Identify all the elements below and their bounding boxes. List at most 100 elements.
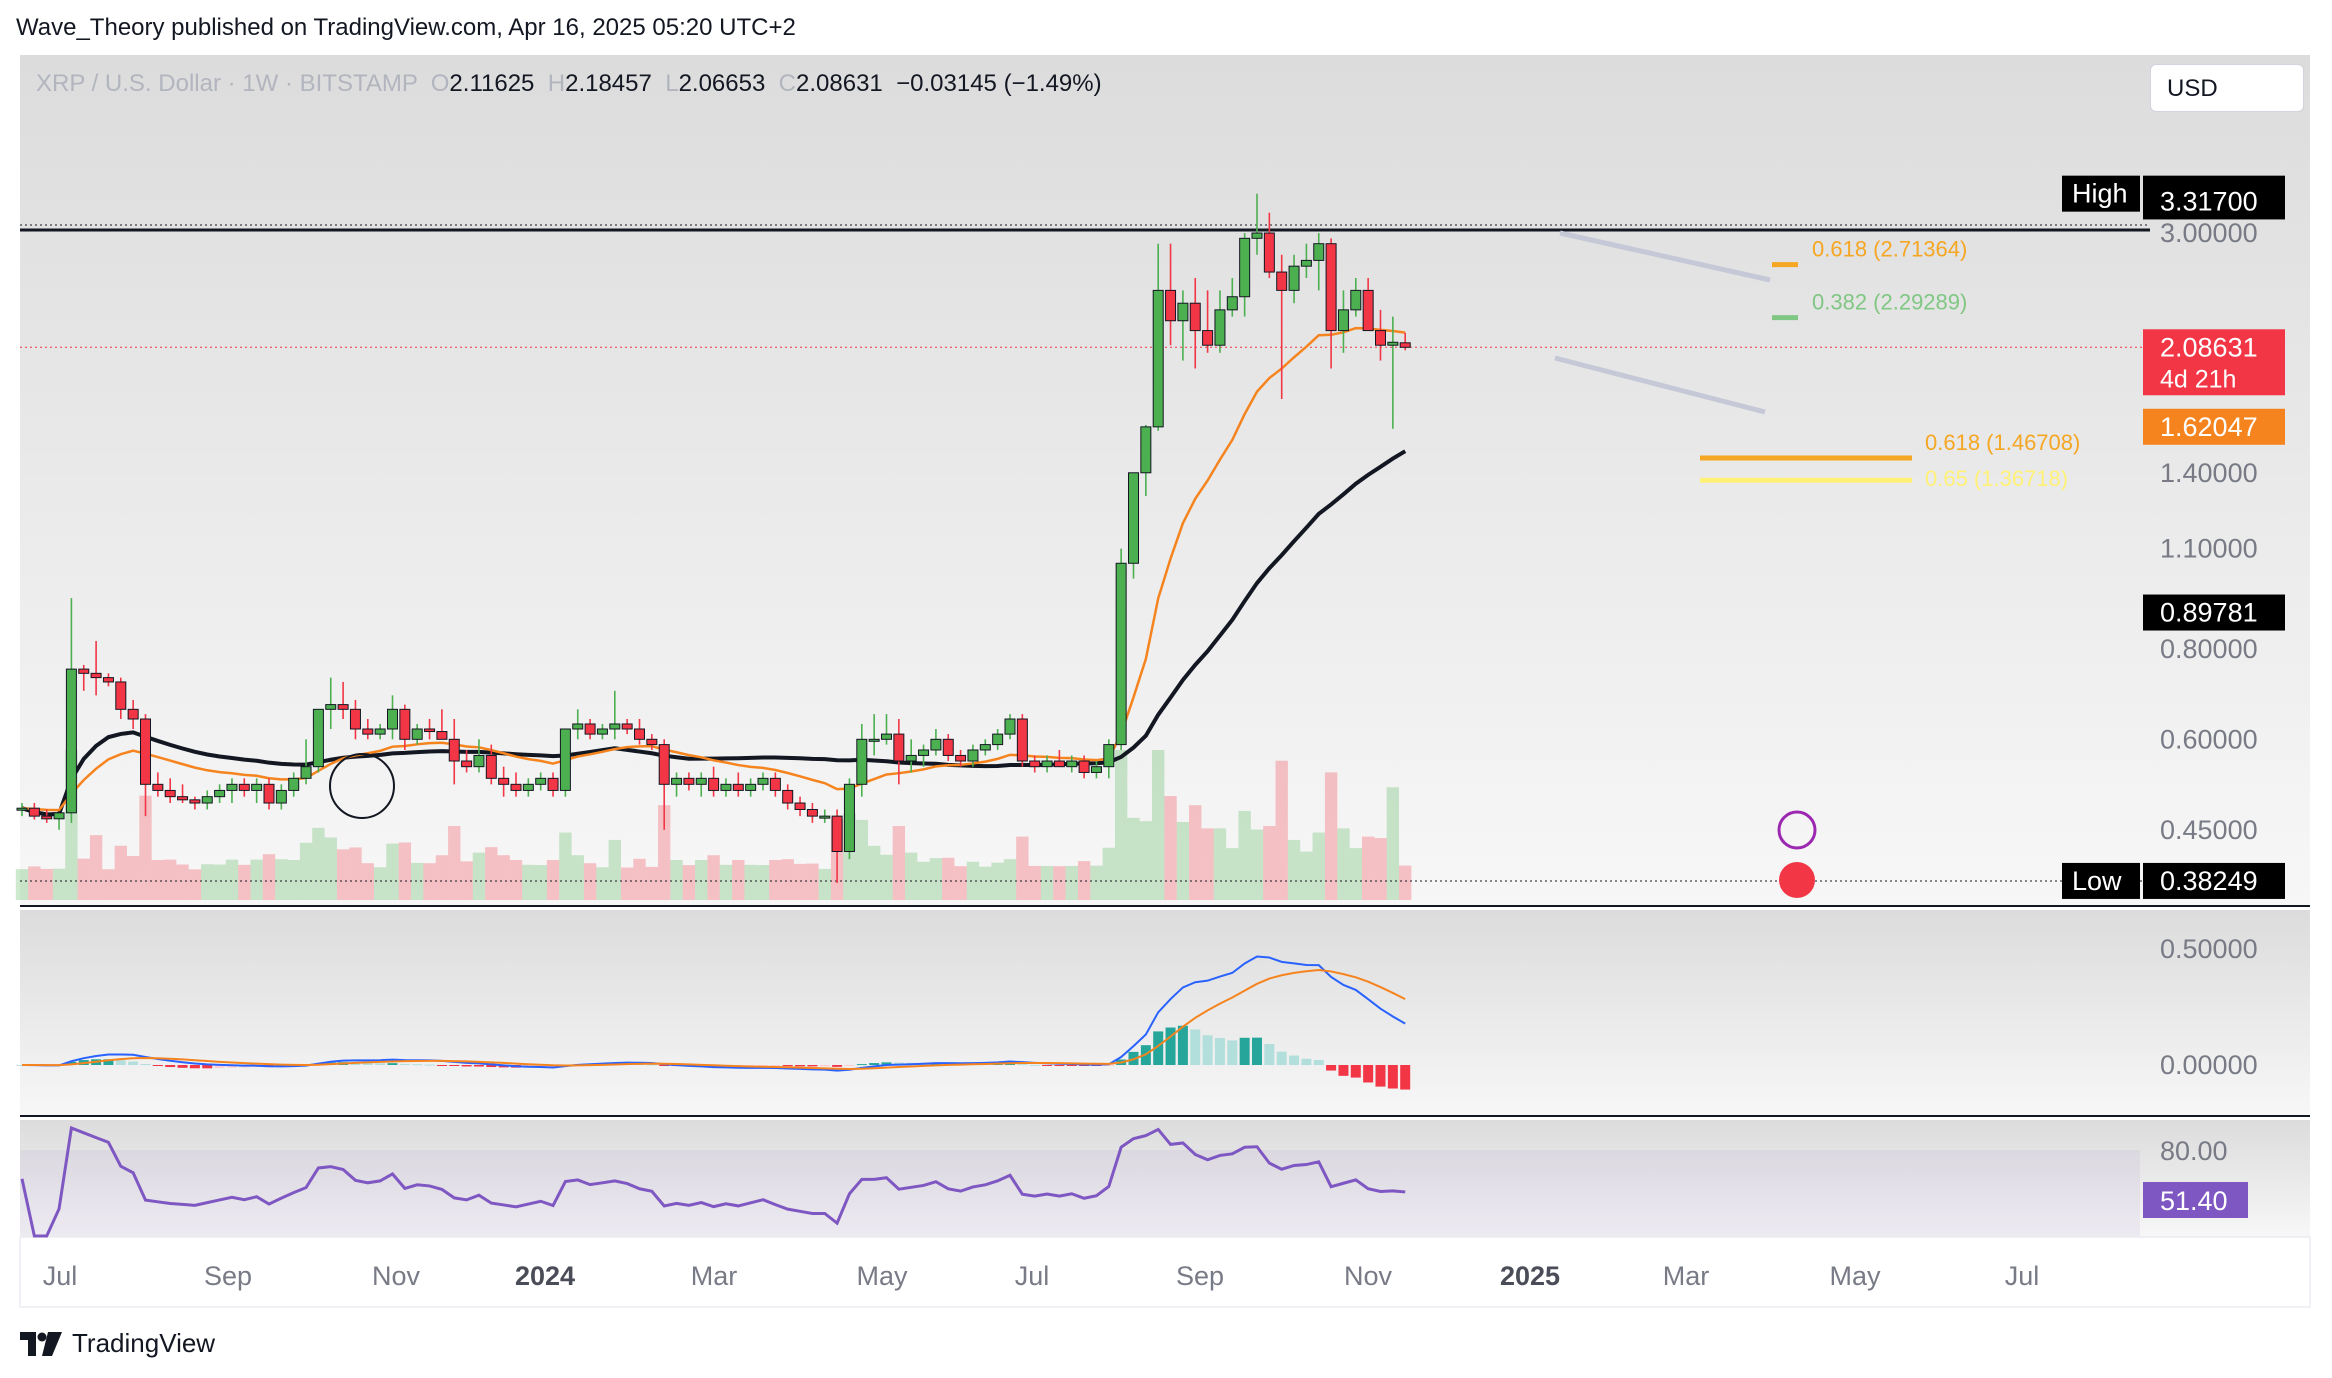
volume-bar — [1263, 826, 1276, 900]
footer-brand[interactable]: TradingView — [20, 1328, 215, 1359]
volume-bar — [262, 854, 276, 900]
candle-body — [102, 677, 114, 683]
volume-bar — [534, 865, 547, 900]
candle-body — [288, 777, 300, 791]
events-icon — [1777, 810, 1817, 850]
time-tick-label: 2025 — [1500, 1261, 1560, 1291]
volume-bar — [1300, 851, 1313, 900]
candle-body — [189, 799, 201, 804]
candle-body — [78, 668, 90, 674]
candle-body — [535, 777, 547, 785]
rsi-value-label: 51.40 — [2160, 1186, 2228, 1216]
volume-bar — [324, 837, 337, 900]
candle-body — [782, 789, 794, 804]
volume-bar — [1065, 865, 1078, 900]
volume-bar — [275, 859, 288, 900]
price-label-text: 0.89781 — [2160, 598, 2258, 628]
volume-bar — [769, 859, 782, 900]
volume-bar — [917, 861, 930, 900]
macd-histogram-bar — [1177, 1025, 1188, 1065]
candle-body — [596, 728, 608, 735]
candle-body — [559, 728, 571, 791]
price-tag-box — [2062, 175, 2140, 212]
low-label: L — [665, 70, 679, 97]
macd-histogram-bar — [424, 1064, 435, 1066]
candle-body — [201, 796, 213, 804]
time-tick-label: Jul — [1015, 1261, 1050, 1291]
high-value: 2.18457 — [565, 70, 652, 97]
candle-body — [411, 728, 423, 740]
volume-bar — [238, 864, 251, 900]
volume-bar — [1349, 848, 1362, 900]
macd-histogram-bar — [819, 1065, 830, 1067]
time-tick-label: Mar — [1663, 1261, 1710, 1291]
candle-body — [473, 754, 485, 768]
time-tick-label: Sep — [204, 1261, 252, 1291]
volume-bar — [1238, 810, 1251, 900]
volume-bar — [1003, 859, 1017, 900]
volume-bar — [349, 847, 362, 900]
macd-histogram-bar — [646, 1064, 657, 1066]
macd-histogram-bar — [1153, 1031, 1164, 1065]
time-tick-label: May — [856, 1261, 908, 1291]
candle-body — [1029, 760, 1041, 768]
macd-histogram-bar — [1338, 1065, 1349, 1076]
currency-button[interactable]: USD — [2150, 64, 2304, 112]
volume-bar — [1361, 836, 1375, 900]
macd-histogram-bar — [1227, 1040, 1238, 1065]
volume-bar — [225, 859, 239, 900]
candle-body — [720, 783, 732, 791]
candle-body — [1202, 330, 1214, 346]
low-value: 2.06653 — [678, 70, 766, 97]
price-tick-label: 1.10000 — [2160, 534, 2258, 564]
macd-histogram-bar — [214, 1065, 225, 1069]
macd-histogram-bar — [128, 1061, 139, 1065]
candle-body — [831, 815, 843, 853]
volume-bar — [1386, 787, 1400, 900]
price-tick-label: 1.40000 — [2160, 458, 2258, 488]
volume-bar — [1176, 821, 1190, 900]
volume-bar — [15, 869, 29, 900]
macd-histogram-bar — [869, 1063, 880, 1065]
main-pane-bg — [20, 55, 2310, 905]
volume-bar — [386, 843, 399, 900]
candle-body — [1300, 259, 1312, 267]
volume-bar — [336, 849, 350, 900]
price-tag-text: High — [2072, 179, 2128, 209]
candle-body — [522, 783, 534, 791]
volume-bar — [670, 859, 683, 900]
candle-body — [547, 777, 559, 791]
price-tick-label: 0.60000 — [2160, 724, 2258, 754]
macd-histogram-bar — [1350, 1065, 1361, 1078]
candle-body — [127, 708, 139, 720]
volume-bar — [151, 859, 165, 900]
candle-body — [337, 704, 349, 710]
candle-body — [90, 672, 102, 679]
candle-body — [164, 789, 176, 798]
volume-bar — [1287, 839, 1301, 900]
volume-bar — [299, 842, 313, 900]
macd-histogram-bar — [375, 1063, 386, 1065]
candle-body — [1313, 243, 1325, 261]
candle-body — [399, 708, 411, 740]
macd-histogram-bar — [387, 1063, 398, 1065]
candle-body — [757, 777, 769, 785]
volume-bar — [596, 867, 609, 900]
macd-histogram-bar — [807, 1065, 818, 1067]
volume-bar — [880, 854, 893, 900]
candle-body — [510, 783, 522, 791]
volume-bar — [77, 858, 90, 900]
macd-histogram-bar — [177, 1065, 188, 1068]
candle-body — [1362, 289, 1374, 332]
macd-histogram-bar — [881, 1062, 892, 1065]
candle-body — [1325, 243, 1337, 332]
volume-bar — [645, 866, 659, 900]
price-label-box — [2143, 183, 2285, 220]
price-label-box — [2143, 862, 2285, 899]
macd-histogram-bar — [449, 1065, 460, 1066]
candle-body — [312, 708, 324, 768]
macd-histogram-bar — [1326, 1065, 1337, 1071]
volume-bar — [1164, 796, 1177, 900]
change-value: −0.03145 (−1.49%) — [896, 70, 1102, 97]
